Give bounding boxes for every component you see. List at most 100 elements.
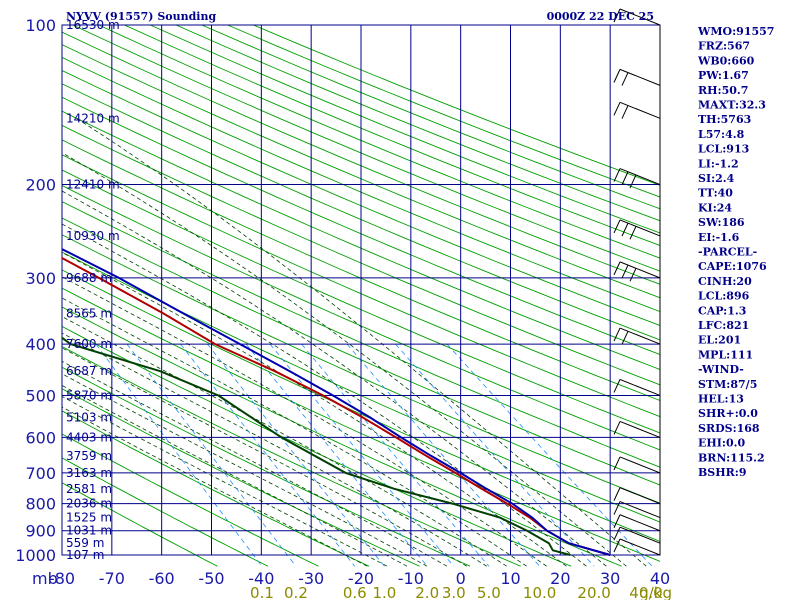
- temperature-tick-label: -20: [348, 569, 374, 588]
- index-item: EL:201: [698, 334, 741, 347]
- wind-barb-flag: [613, 421, 621, 435]
- wind-barb-shaft: [619, 168, 661, 186]
- index-item: SHR+:0.0: [698, 407, 758, 420]
- height-label: 7600 m: [66, 337, 112, 351]
- pressure-unit-label: mb: [32, 569, 58, 588]
- dry-adiabat-line: [124, 25, 660, 246]
- mixing-ratio-label: 0.2: [284, 584, 308, 600]
- height-label: 12410 m: [66, 178, 120, 192]
- wind-barb-flag: [613, 327, 621, 342]
- index-item: BRN:115.2: [698, 451, 765, 464]
- mixing-ratio-line: [126, 343, 297, 567]
- mixing-ratio-line: [245, 343, 428, 567]
- dry-adiabat-line: [62, 217, 660, 486]
- height-label: 1525 m: [66, 511, 112, 525]
- wind-barb-shaft: [619, 327, 661, 345]
- dry-adiabat-line: [62, 185, 660, 451]
- index-item: SI:2.4: [698, 172, 735, 185]
- mixing-ratio-label: 10.0: [523, 584, 556, 600]
- moist-adiabat-line: [62, 332, 488, 567]
- wind-barb-shaft: [619, 219, 661, 237]
- wind-barb-flag: [621, 72, 629, 86]
- dry-adiabat-line: [62, 410, 370, 567]
- wind-barb-shaft: [619, 526, 661, 544]
- height-label: 3759 m: [66, 449, 112, 463]
- temperature-tick-label: -60: [149, 569, 175, 588]
- mixing-ratio-label: 3.0: [442, 584, 466, 600]
- moist-adiabat-line: [62, 395, 388, 567]
- wind-barb-shaft: [619, 101, 661, 119]
- wind-barb-shaft: [619, 501, 661, 519]
- dry-adiabat-line: [62, 433, 319, 567]
- index-item: SW:186: [698, 216, 745, 229]
- moist-adiabat-line: [62, 384, 408, 567]
- wind-barb-flag: [629, 226, 637, 240]
- temperature-tick-label: -50: [198, 569, 224, 588]
- dry-adiabat-line: [98, 25, 660, 259]
- temperature-tick-label: -70: [99, 569, 125, 588]
- height-label: 14210 m: [66, 111, 120, 125]
- mixing-ratio-line: [395, 343, 595, 567]
- mixing-ratio-line: [269, 343, 455, 567]
- dry-adiabat-line: [62, 287, 660, 562]
- pressure-tick-label: 100: [25, 16, 56, 35]
- wind-barb-flag: [621, 331, 629, 345]
- dry-adiabat-line: [62, 346, 521, 567]
- pressure-tick-label: 400: [25, 335, 56, 354]
- wind-barb-flag: [629, 174, 637, 189]
- mixing-ratio-line: [180, 343, 356, 567]
- index-item: EHI:0.0: [698, 437, 745, 450]
- index-item: BSHR:9: [698, 466, 747, 479]
- temperature-tick-label: 0: [456, 569, 466, 588]
- pressure-tick-label: 1000: [15, 546, 56, 565]
- dry-adiabat-line: [62, 251, 660, 523]
- wind-barb-shaft: [619, 378, 661, 396]
- wind-barb-shaft: [619, 456, 661, 474]
- index-item: CINH:20: [698, 275, 752, 288]
- mixing-ratio-label: 5.0: [477, 584, 501, 600]
- wind-barb-flag: [613, 69, 621, 83]
- dry-adiabat-line: [62, 269, 660, 542]
- dry-adiabat-line: [62, 124, 660, 386]
- index-item: LFC:821: [698, 319, 749, 332]
- height-label: 5870 m: [66, 388, 112, 402]
- height-label: 5103 m: [66, 410, 112, 424]
- moist-adiabat-line: [62, 406, 368, 567]
- mixing-ratio-label: 1.0: [372, 584, 396, 600]
- wind-barb-flag: [613, 168, 621, 182]
- temperature-tick-label: -40: [248, 569, 274, 588]
- chart-title: NYVV (91557) Sounding: [66, 10, 216, 23]
- dry-adiabat-line: [62, 234, 660, 504]
- wind-barb-flag: [613, 379, 621, 393]
- height-label: 8565 m: [66, 306, 112, 320]
- moist-adiabat-line: [62, 373, 428, 567]
- wind-barb-flag: [621, 264, 629, 279]
- index-item: CAPE:1076: [698, 260, 767, 273]
- mixing-ratio-lines: [95, 343, 653, 567]
- index-item: HEL:13: [698, 393, 744, 406]
- temperature-tick-label: -30: [298, 569, 324, 588]
- index-item: -WIND-: [698, 363, 744, 376]
- temperature-tick-label: 40: [650, 569, 670, 588]
- moist-adiabat-line: [62, 316, 507, 567]
- mixing-ratio-label: 20.0: [577, 584, 610, 600]
- wind-barb-flag: [621, 171, 629, 185]
- index-item: STM:87/5: [698, 378, 757, 391]
- index-item: -PARCEL-: [698, 246, 757, 259]
- dry-adiabat-line: [72, 25, 660, 272]
- temperature-tick-label: 20: [550, 569, 570, 588]
- index-item: FRZ:567: [698, 40, 750, 53]
- dry-adiabat-line: [62, 110, 660, 370]
- dry-adiabat-line: [62, 169, 660, 434]
- index-item: KI:24: [698, 201, 732, 214]
- height-label: 559 m: [66, 536, 104, 550]
- pressure-tick-label: 800: [25, 495, 56, 514]
- dry-adiabat-line: [62, 139, 660, 401]
- index-item: MAXT:32.3: [698, 99, 766, 112]
- wind-barb-shaft: [619, 8, 661, 26]
- wind-barb-flag: [621, 105, 629, 119]
